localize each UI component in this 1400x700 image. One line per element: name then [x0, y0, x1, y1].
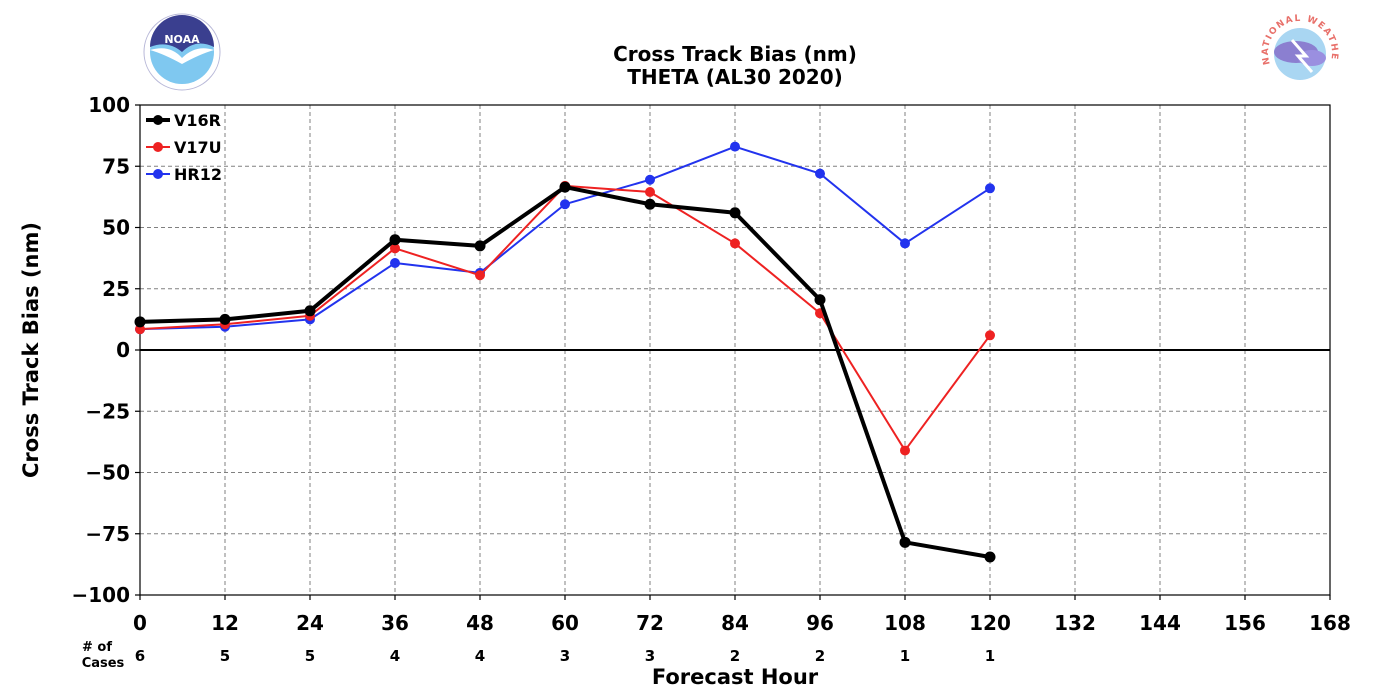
chart-title: Cross Track Bias (nm): [613, 42, 857, 66]
data-point-hr12: [730, 141, 740, 152]
x-axis-label: Forecast Hour: [652, 665, 819, 689]
x-tick-label: 36: [381, 611, 409, 635]
data-point-v16r: [559, 181, 571, 193]
case-count: 2: [730, 647, 740, 665]
x-tick-label: 108: [884, 611, 926, 635]
y-tick-label: 0: [116, 338, 130, 362]
legend-swatch-marker: [153, 169, 163, 179]
data-point-hr12: [985, 183, 995, 194]
noaa-logo-text: NOAA: [164, 33, 200, 46]
x-tick-label: 120: [969, 611, 1011, 635]
data-point-v16r: [304, 305, 316, 317]
data-point-v17u: [390, 243, 400, 254]
data-point-v17u: [985, 330, 995, 341]
x-tick-label: 0: [133, 611, 147, 635]
case-count: 5: [305, 647, 315, 665]
data-point-hr12: [645, 174, 655, 185]
case-count: 4: [475, 647, 485, 665]
x-tick-label: 60: [551, 611, 579, 635]
data-point-v17u: [475, 270, 485, 281]
cases-label-line1: # of: [82, 640, 112, 655]
case-count: 1: [900, 647, 910, 665]
x-tick-label: 132: [1054, 611, 1096, 635]
series-v16r: [134, 181, 996, 563]
y-tick-label: −100: [71, 583, 130, 607]
data-point-v16r: [814, 294, 826, 306]
tick-labels: 0 12 24 36 48 60 72 84 96 108 120 132 144 156 168 100 75…: [71, 93, 1350, 635]
legend-item-v17u: V17U: [146, 138, 222, 157]
data-point-v16r: [729, 207, 741, 219]
data-point-v17u: [645, 186, 655, 197]
chart-subtitle: THETA (AL30 2020): [627, 65, 843, 89]
legend-swatch-marker: [153, 115, 163, 125]
x-tick-label: 48: [466, 611, 494, 635]
case-count: 4: [390, 647, 400, 665]
data-point-v16r: [984, 551, 996, 563]
y-axis-label: Cross Track Bias (nm): [19, 222, 43, 478]
y-tick-label: −25: [85, 399, 130, 423]
x-tick-label: 156: [1224, 611, 1266, 635]
y-tick-label: 50: [102, 216, 130, 240]
legend-item-hr12: HR12: [146, 165, 222, 184]
x-tick-label: 96: [806, 611, 834, 635]
y-tick-label: 25: [102, 277, 130, 301]
data-point-hr12: [900, 238, 910, 249]
y-tick-label: 100: [88, 93, 130, 117]
legend-item-v16r: V16R: [146, 111, 221, 130]
data-point-hr12: [815, 168, 825, 179]
case-count: 1: [985, 647, 995, 665]
x-tick-label: 144: [1139, 611, 1181, 635]
data-point-v16r: [474, 240, 486, 252]
y-tick-label: −50: [85, 461, 130, 485]
x-tick-label: 72: [636, 611, 664, 635]
data-point-hr12: [560, 199, 570, 210]
case-count: 5: [220, 647, 230, 665]
data-point-v16r: [389, 234, 401, 246]
x-tick-label: 84: [721, 611, 749, 635]
case-count: 2: [815, 647, 825, 665]
case-count: 3: [645, 647, 655, 665]
legend-swatch-marker: [153, 142, 163, 152]
x-tick-label: 168: [1309, 611, 1351, 635]
data-point-v16r: [899, 536, 911, 548]
y-tick-label: −75: [85, 522, 130, 546]
data-point-v16r: [644, 198, 656, 210]
case-count: 6: [135, 647, 145, 665]
data-point-v16r: [134, 316, 146, 328]
case-count: 3: [560, 647, 570, 665]
legend-label: V16R: [174, 111, 221, 130]
data-point-v17u: [730, 238, 740, 249]
data-point-v16r: [219, 313, 231, 325]
noaa-logo-icon: NOAA: [143, 13, 221, 91]
data-point-hr12: [390, 258, 400, 269]
legend-label: HR12: [174, 165, 222, 184]
legend: V16R V17U HR12: [146, 111, 222, 184]
series-layer: [134, 141, 996, 563]
cases-row: 6 5 5 4 4 3 3 2 2 1 1: [135, 647, 995, 665]
legend-label: V17U: [174, 138, 222, 157]
y-tick-label: 75: [102, 154, 130, 178]
x-tick-label: 12: [211, 611, 239, 635]
x-tick-label: 24: [296, 611, 324, 635]
data-point-v17u: [900, 445, 910, 456]
cases-label-line2: Cases: [82, 656, 125, 671]
